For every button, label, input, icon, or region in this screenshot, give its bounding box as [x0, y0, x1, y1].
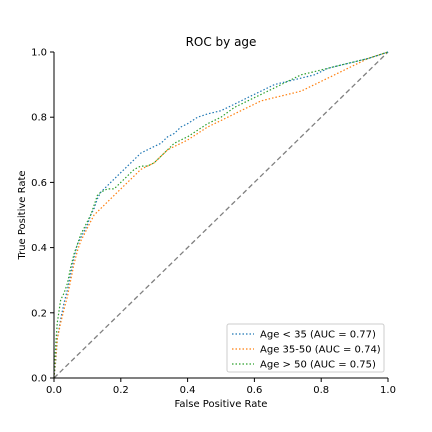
x-tick-label: 0.2 — [113, 385, 129, 396]
legend-label: Age < 35 (AUC = 0.77) — [260, 330, 376, 341]
legend: Age < 35 (AUC = 0.77) Age 35-50 (AUC = 0.… — [226, 323, 385, 373]
x-tick-label: 0.8 — [313, 385, 329, 396]
y-tick-label: 0.2 — [31, 308, 47, 319]
y-tick-label: 0.6 — [31, 178, 47, 189]
x-axis-label: False Positive Rate — [175, 399, 268, 410]
legend-label: Age > 50 (AUC = 0.75) — [260, 360, 376, 371]
y-tick-label: 0.0 — [31, 374, 47, 385]
plot-area — [53, 51, 389, 379]
legend-label: Age 35-50 (AUC = 0.74) — [260, 345, 381, 356]
series-line-3 — [53, 51, 389, 379]
chart-title: ROC by age — [186, 35, 257, 49]
series-line-1 — [53, 51, 389, 379]
x-tick-label: 1.0 — [380, 385, 396, 396]
axes: 0.0 0.2 0.4 0.6 0.8 1.0 0.0 0.2 0.4 0.6 0.8 1.0 — [31, 48, 396, 397]
x-tick-label: 0.4 — [180, 385, 196, 396]
x-tick-label: 0.0 — [46, 385, 62, 396]
y-tick-label: 0.8 — [31, 113, 47, 124]
y-axis-label: True Positive Rate — [17, 170, 28, 260]
x-tick-label: 0.6 — [246, 385, 262, 396]
series-line-2 — [53, 51, 389, 379]
y-tick-label: 0.4 — [31, 243, 47, 254]
reference-diagonal-line — [53, 51, 389, 379]
y-tick-label: 1.0 — [31, 48, 47, 59]
legend-box — [226, 323, 385, 373]
